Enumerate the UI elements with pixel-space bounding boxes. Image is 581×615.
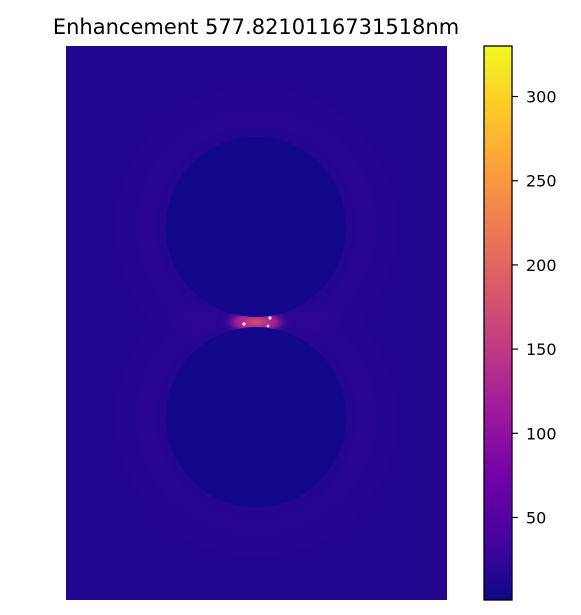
colorbar-ticks: 50 100 150 200 250 300 [512,88,557,527]
hotspot-point-right [268,316,272,320]
lower-particle [166,327,346,507]
colorbar-fill [484,46,512,600]
colorbar-tick-label-50: 50 [526,508,546,527]
colorbar-frame [483,45,513,601]
hotspot-point-right-low [266,324,270,328]
hotspot-point-left [242,322,246,326]
upper-particle [166,137,346,317]
colorbar: 50 100 150 200 250 300 [483,45,557,601]
colorbar-tick-label-200: 200 [526,256,557,275]
chart-title: Enhancement 577.8210116731518nm [53,15,459,39]
colorbar-tick-label-250: 250 [526,172,557,191]
heatmap-area [66,46,447,600]
colorbar-tick-label-300: 300 [526,88,557,107]
colorbar-tick-label-150: 150 [526,340,557,359]
colorbar-tick-label-100: 100 [526,424,557,443]
